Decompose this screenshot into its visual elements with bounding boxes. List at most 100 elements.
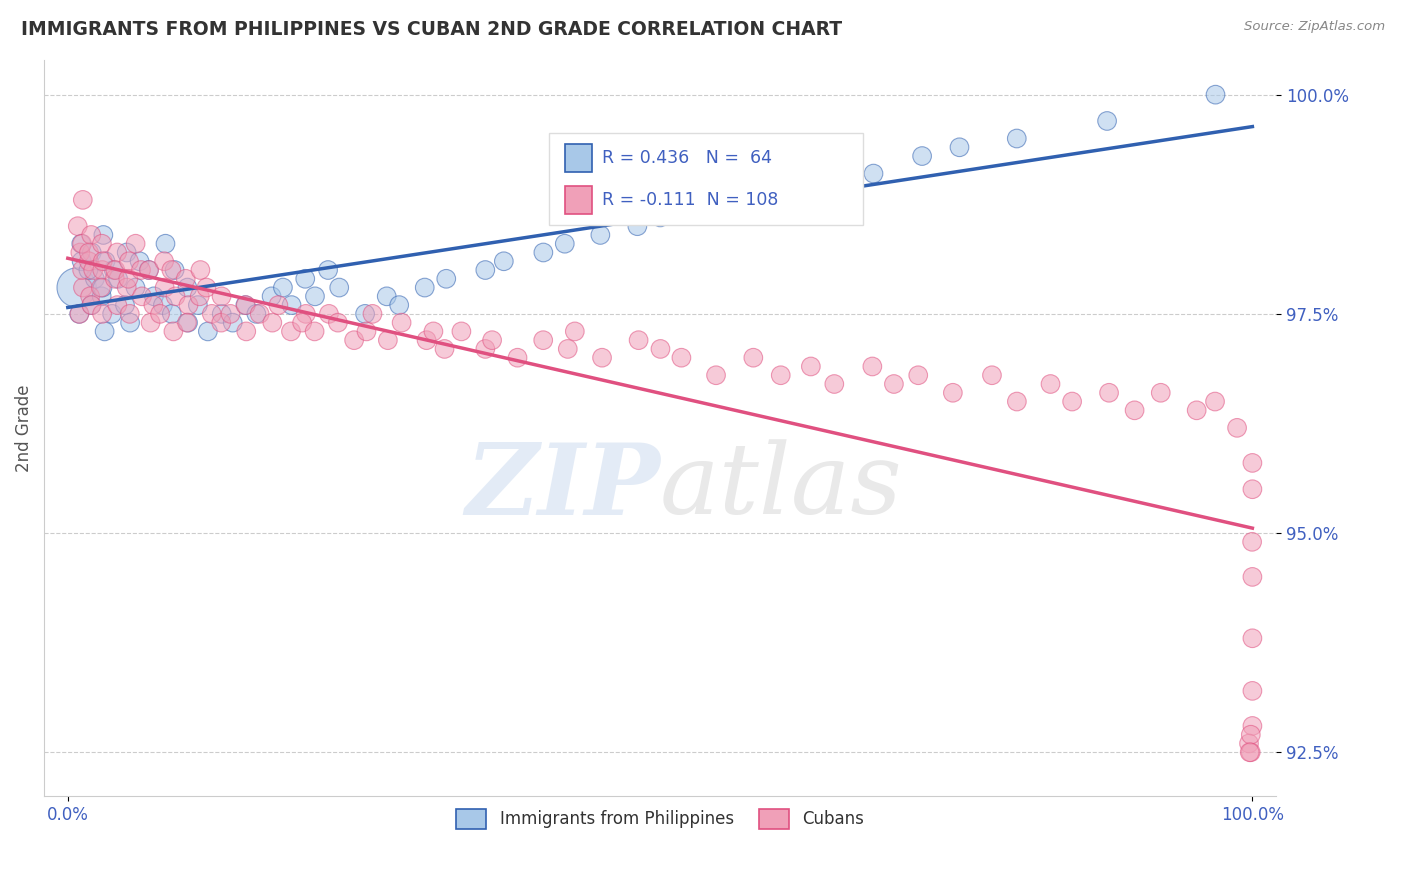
Point xyxy=(492,254,515,268)
Point xyxy=(195,280,218,294)
Point xyxy=(280,298,302,312)
Point xyxy=(800,359,823,374)
Point xyxy=(911,149,934,163)
Point xyxy=(70,236,93,251)
Point xyxy=(591,351,613,365)
Point xyxy=(139,316,162,330)
Point xyxy=(318,307,340,321)
Point xyxy=(356,325,378,339)
Point xyxy=(188,289,211,303)
Point xyxy=(70,254,93,268)
Text: Source: ZipAtlas.com: Source: ZipAtlas.com xyxy=(1244,20,1385,33)
Point xyxy=(391,316,413,330)
Point xyxy=(1098,385,1121,400)
Point xyxy=(70,263,93,277)
Point xyxy=(883,376,905,391)
Point xyxy=(1185,403,1208,417)
Point xyxy=(176,280,198,294)
Point xyxy=(650,211,672,225)
Point xyxy=(66,280,89,294)
Point xyxy=(294,272,316,286)
Point xyxy=(104,272,127,286)
Point xyxy=(104,263,127,277)
Point xyxy=(69,245,91,260)
Point xyxy=(91,307,114,321)
Point xyxy=(72,193,94,207)
Point xyxy=(107,272,129,286)
Point xyxy=(118,307,141,321)
Point xyxy=(90,289,112,303)
Point xyxy=(434,272,457,286)
Point xyxy=(235,325,257,339)
Point xyxy=(152,298,174,312)
Point xyxy=(474,342,496,356)
Point xyxy=(375,289,398,303)
Point xyxy=(153,280,176,294)
Point xyxy=(80,298,103,312)
Point xyxy=(415,333,437,347)
Point xyxy=(328,280,350,294)
Point xyxy=(80,227,103,242)
Point xyxy=(91,227,114,242)
Point xyxy=(627,333,650,347)
Point xyxy=(554,236,576,251)
Point xyxy=(742,351,765,365)
Point xyxy=(91,254,114,268)
Bar xyxy=(565,186,592,213)
Point xyxy=(249,307,271,321)
Point xyxy=(142,289,165,303)
Point xyxy=(93,325,115,339)
Point xyxy=(326,316,349,330)
Point xyxy=(211,307,233,321)
Point xyxy=(316,263,339,277)
Point xyxy=(77,263,100,277)
Point xyxy=(222,316,245,330)
Point xyxy=(280,325,302,339)
Point xyxy=(589,227,612,242)
Point xyxy=(90,280,112,294)
Point xyxy=(531,333,554,347)
Point xyxy=(90,236,112,251)
Point xyxy=(103,263,125,277)
Text: IMMIGRANTS FROM PHILIPPINES VS CUBAN 2ND GRADE CORRELATION CHART: IMMIGRANTS FROM PHILIPPINES VS CUBAN 2ND… xyxy=(21,20,842,38)
Point xyxy=(176,316,198,330)
Point xyxy=(211,289,233,303)
Point xyxy=(80,298,103,312)
Point xyxy=(233,298,256,312)
Y-axis label: 2nd Grade: 2nd Grade xyxy=(15,384,32,472)
Point xyxy=(942,385,965,400)
Point xyxy=(481,333,503,347)
Point xyxy=(343,333,366,347)
Point xyxy=(124,236,146,251)
Point xyxy=(201,307,224,321)
Point xyxy=(114,298,136,312)
Point xyxy=(117,272,139,286)
Point xyxy=(124,280,146,294)
Point xyxy=(291,316,314,330)
Point xyxy=(79,289,101,303)
Text: R = 0.436   N =  64: R = 0.436 N = 64 xyxy=(602,149,772,167)
Point xyxy=(174,272,197,286)
Point xyxy=(162,325,184,339)
Point xyxy=(377,333,399,347)
Point xyxy=(197,325,219,339)
Point xyxy=(1241,684,1264,698)
Point xyxy=(115,280,138,294)
Point xyxy=(1241,456,1264,470)
Point xyxy=(271,280,294,294)
Point xyxy=(450,325,472,339)
Point xyxy=(72,280,94,294)
Point xyxy=(422,325,444,339)
Point xyxy=(128,254,150,268)
Point xyxy=(1205,87,1227,102)
Point xyxy=(82,263,104,277)
Point xyxy=(557,342,579,356)
Point xyxy=(77,254,100,268)
Point xyxy=(506,351,529,365)
Point xyxy=(1123,403,1146,417)
Point xyxy=(187,298,209,312)
Point xyxy=(1039,376,1062,391)
Point xyxy=(209,316,232,330)
Point xyxy=(1204,394,1226,409)
Point xyxy=(433,342,456,356)
